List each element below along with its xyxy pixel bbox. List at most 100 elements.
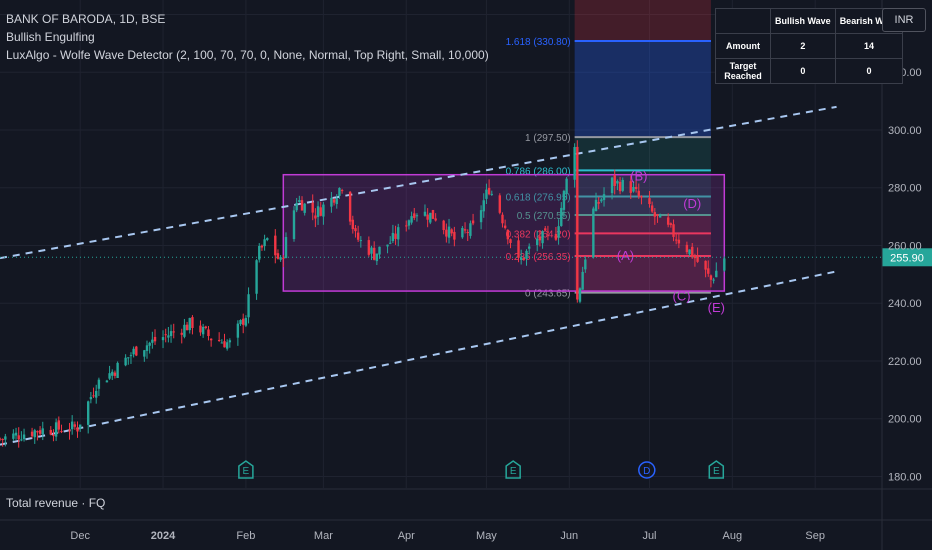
currency-selector[interactable]: INR [882, 8, 926, 32]
candle-body [132, 348, 135, 355]
candle-body [648, 198, 651, 205]
trendline-upper [0, 105, 837, 260]
candles-group [0, 140, 726, 448]
candle-body [87, 401, 90, 425]
wave-label: (B) [630, 168, 647, 183]
candle-body [672, 224, 675, 237]
candle-body [707, 268, 710, 274]
event-badge-label: E [713, 466, 720, 477]
candle-body [506, 229, 510, 240]
wave-stats-table: Bullish Wave Bearish Wave Amount 2 14 Ta… [715, 8, 904, 84]
candle-body [180, 332, 183, 335]
candle-body [143, 350, 146, 357]
x-tick-label: Aug [723, 530, 743, 542]
candle-body [407, 220, 411, 226]
fib-level-label: 0.618 (276.95) [506, 192, 571, 203]
candle-body [300, 200, 304, 211]
candle-body [525, 250, 528, 259]
y-tick-label: 180.00 [888, 471, 922, 483]
candle-body [298, 200, 301, 203]
candle-body [546, 231, 550, 233]
candle-body [485, 189, 488, 199]
candle-body [199, 325, 202, 333]
candle-body [73, 424, 77, 427]
candle-body [501, 214, 504, 224]
dividend-badge [638, 461, 656, 479]
candle-body [97, 379, 101, 389]
candle-body [600, 199, 603, 202]
candle-body [153, 336, 157, 342]
candle-body [266, 238, 269, 240]
candle-body [397, 227, 400, 240]
candle-body [691, 246, 694, 258]
candle-body [242, 318, 245, 325]
candle-body [303, 203, 306, 213]
wave-label: (A) [617, 248, 634, 263]
candle-body [239, 320, 242, 325]
wave-label: (D) [683, 196, 701, 211]
candle-body [263, 239, 266, 247]
table-cell [715, 8, 771, 34]
candle-body [22, 434, 26, 440]
candle-body [669, 223, 673, 225]
candle-body [581, 271, 584, 290]
candle-body [348, 191, 352, 222]
candle-body [675, 239, 678, 241]
candle-body [105, 380, 109, 383]
candle-body [386, 244, 389, 247]
candle-body [167, 335, 170, 338]
candle-body [685, 244, 689, 253]
candle-body [709, 275, 713, 280]
table-cell: 2 [770, 33, 836, 59]
candle-body [185, 324, 189, 331]
candle-body [111, 371, 114, 376]
candle-body [367, 240, 371, 255]
last-price-tag [882, 248, 932, 267]
candle-body [637, 190, 640, 197]
candle-body [169, 331, 173, 337]
candle-body [161, 337, 165, 341]
x-tick-label: 2024 [151, 530, 176, 542]
candle-body [92, 395, 95, 397]
candle-body [447, 226, 451, 238]
fib-level-label: 0.5 (270.55) [517, 211, 571, 222]
candle-body [95, 390, 98, 398]
fib-zone [574, 196, 711, 215]
candle-body [332, 199, 336, 203]
candle-body [148, 342, 151, 346]
candle-body [311, 202, 314, 213]
candle-body [340, 190, 344, 192]
candle-body [70, 421, 74, 430]
candle-body [431, 210, 435, 219]
candle-body [522, 257, 526, 260]
candle-body [677, 239, 681, 244]
candle-body [442, 220, 445, 231]
fib-level-label: 0.786 (286.00) [506, 166, 571, 177]
candle-body [453, 231, 456, 240]
candle-body [658, 214, 662, 218]
fib-zone [574, 214, 711, 234]
x-tick-label: May [476, 530, 497, 542]
candle-body [68, 430, 71, 432]
candle-body [36, 431, 39, 433]
candle-body [225, 342, 229, 349]
candle-body [372, 247, 376, 260]
candle-body [466, 232, 469, 234]
candle-body [129, 355, 133, 357]
candle-body [220, 342, 224, 344]
fib-zone-top [574, 0, 711, 42]
candle-body [653, 212, 657, 217]
fib-level-label: 0.236 (256.35) [506, 252, 571, 263]
candle-body [610, 177, 614, 194]
indicator-bullish-engulfing[interactable]: Bullish Engulfing [6, 30, 95, 44]
indicator-wolfe-wave[interactable]: LuxAlgo - Wolfe Wave Detector (2, 100, 7… [6, 48, 489, 62]
candle-body [0, 438, 2, 440]
x-tick-label: Sep [805, 530, 825, 542]
candle-body [351, 219, 354, 230]
table-cell: 0 [770, 58, 836, 84]
candle-body [14, 432, 18, 436]
candle-body [292, 210, 296, 240]
candle-body [544, 228, 547, 231]
consolidation-box [282, 173, 726, 292]
